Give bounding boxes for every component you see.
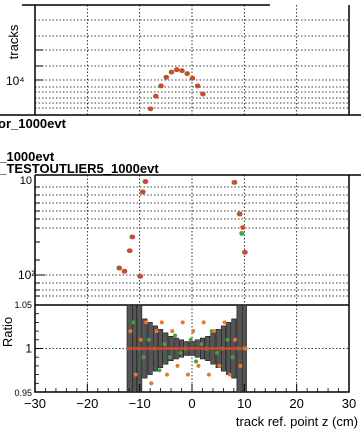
ratio-point [207, 373, 211, 377]
upper-point [196, 84, 201, 89]
upper-grid [35, 5, 349, 115]
ratio-point [199, 342, 203, 346]
middle-point [130, 235, 135, 240]
ratio-point [215, 351, 219, 355]
upper-y-label: tracks [6, 24, 21, 59]
ratio-point [196, 364, 200, 368]
ratio-point [181, 320, 185, 324]
middle-point [141, 190, 146, 195]
ratio-point [163, 342, 167, 346]
middle-point [240, 225, 245, 230]
ratio-point [217, 364, 221, 368]
x-tick-label: −10 [129, 396, 151, 411]
middle-point [123, 269, 128, 274]
upper-point [190, 76, 195, 81]
middle-point [138, 274, 143, 279]
ratio-point [233, 338, 237, 342]
middle-panel: 10² 10 [18, 175, 361, 305]
ratio-y-ticks: 0.95 1 1.05 [14, 300, 43, 398]
middle-point [128, 248, 133, 253]
middle-point [238, 212, 243, 217]
middle-point [232, 180, 237, 185]
ratio-point [202, 320, 206, 324]
ratio-point [139, 338, 143, 342]
ratio-point [191, 329, 195, 333]
x-tick-label: 30 [342, 396, 356, 411]
middle-point [243, 250, 248, 255]
ratio-point [147, 338, 151, 342]
upper-point [154, 94, 159, 99]
ratio-point [165, 373, 169, 377]
upper-point [169, 70, 174, 75]
ratio-point [244, 347, 248, 351]
ratio-point [168, 355, 172, 359]
middle-tick-label: 10² [18, 268, 35, 282]
ratio-point [212, 329, 216, 333]
upper-point [175, 67, 180, 72]
x-tick-label: 10 [237, 396, 251, 411]
ratio-x-ticks: −30 −20 −10 0 10 20 30 [24, 384, 356, 411]
ratio-point [144, 320, 148, 324]
ratio-point [170, 329, 174, 333]
ratio-point [134, 373, 138, 377]
ratio-point [160, 320, 164, 324]
x-axis-label: track ref. point z (cm) [236, 414, 358, 429]
title-fragment-2: 2_TESTOUTLIER5_1000evt [0, 161, 159, 176]
ratio-point [155, 329, 159, 333]
ratio-point [228, 373, 232, 377]
ratio-y-label: Ratio [0, 317, 15, 347]
ratio-point [142, 355, 146, 359]
ratio-point [173, 333, 177, 337]
ratio-panel: −30 −20 −10 0 10 20 30 0.95 1 1.05 Ratio track r… [0, 300, 358, 429]
ratio-point [231, 355, 235, 359]
upper-point [159, 84, 164, 89]
ratio-point [238, 364, 242, 368]
ratio-point [225, 338, 229, 342]
ratio-point [186, 373, 190, 377]
upper-point [180, 68, 185, 73]
middle-top-tick-fragment: 10 [20, 175, 32, 187]
x-tick-label: 20 [289, 396, 303, 411]
middle-point [117, 266, 122, 271]
ratio-point [194, 360, 198, 364]
ratio-point [157, 368, 161, 372]
middle-point [144, 179, 149, 184]
upper-point [201, 92, 206, 97]
middle-point [239, 231, 244, 236]
ratio-point [128, 329, 132, 333]
ratio-point [178, 351, 182, 355]
upper-panel: tracks 10⁴ [6, 5, 349, 115]
middle-markers [116, 179, 247, 279]
upper-markers [148, 67, 206, 111]
upper-tick-label: 10⁴ [6, 74, 25, 88]
upper-point [164, 75, 169, 80]
x-tick-label: −30 [24, 396, 46, 411]
upper-point [185, 71, 190, 76]
ratio-point [223, 320, 227, 324]
y-tick-label: 1.05 [14, 300, 32, 310]
overlay-label: or_1000evt [0, 116, 67, 131]
x-tick-label: 0 [188, 396, 195, 411]
ratio-point [131, 320, 135, 324]
ratio-point [189, 338, 193, 342]
ratio-point [176, 364, 180, 368]
y-tick-label: 0.95 [14, 388, 32, 398]
x-tick-label: −20 [76, 396, 98, 411]
upper-point [149, 106, 154, 111]
upper-y-ticks [35, 50, 43, 80]
ratio-point [149, 381, 153, 385]
y-tick-label: 1 [25, 342, 32, 356]
middle-grid [35, 175, 349, 305]
